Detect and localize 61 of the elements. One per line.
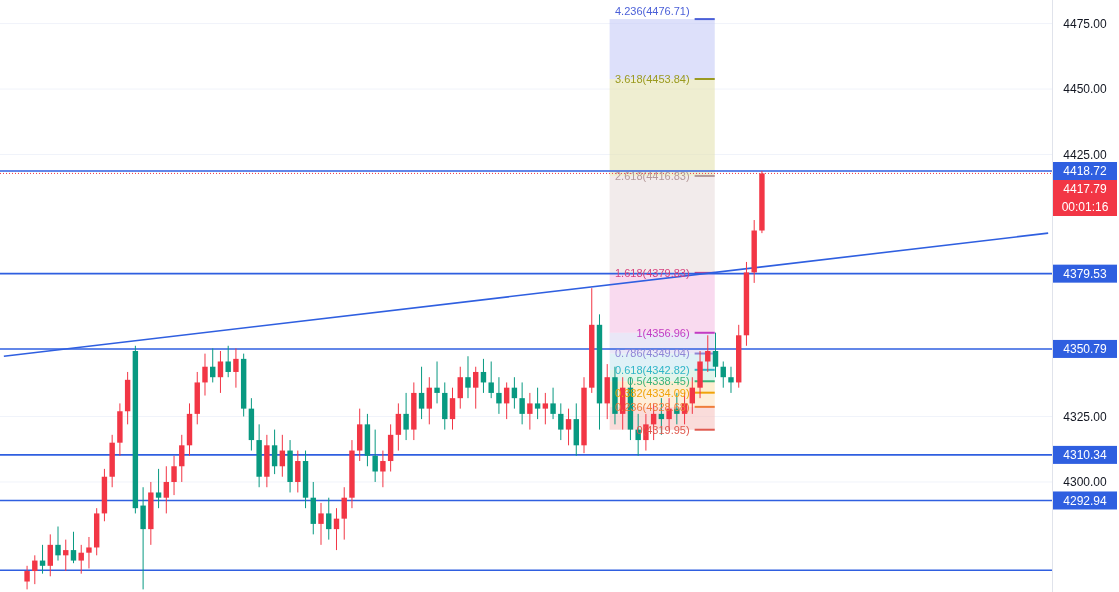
y-tick-label: 4325.00 (1063, 409, 1108, 424)
candlestick (465, 355, 471, 399)
candlestick (271, 429, 278, 475)
candlestick (496, 376, 502, 415)
candlestick (565, 408, 572, 446)
candlestick (179, 434, 185, 483)
ref-line-label: 4310.34 (1063, 448, 1108, 463)
candlestick (527, 392, 533, 431)
candlestick (372, 429, 378, 483)
candlestick (728, 366, 734, 394)
ref-line-label: 4350.79 (1063, 342, 1108, 357)
band-label: 0.786(4349.04) (615, 347, 690, 360)
candlestick (55, 526, 61, 562)
candlestick (295, 450, 301, 493)
annotation: 4.236(4476.71) (615, 5, 690, 18)
ref-line-label: 4379.53 (1063, 266, 1108, 281)
candlestick (86, 536, 92, 569)
candlestick (47, 533, 53, 577)
ref-line-label: 4417.79 (1063, 182, 1108, 197)
band-label: 1(4356.96) (636, 326, 690, 339)
candlestick (712, 332, 719, 378)
candlestick (434, 360, 440, 404)
candlestick (78, 544, 84, 575)
candlestick (217, 350, 224, 394)
candlestick (171, 455, 177, 496)
candlestick (426, 376, 433, 425)
candlestick (550, 387, 556, 420)
candlestick (488, 360, 494, 399)
candlestick (341, 486, 347, 541)
ref-line-label: 4418.72 (1063, 164, 1108, 179)
candlestick (403, 392, 409, 441)
ref-line-label: 4292.94 (1063, 493, 1108, 508)
text: 00:01:16 (1061, 200, 1109, 215)
candlestick (449, 387, 456, 431)
y-tick-label: 4300.00 (1063, 475, 1108, 490)
candlestick (163, 465, 170, 514)
candlestick (380, 450, 386, 488)
candlestick (534, 387, 541, 420)
candlestick (70, 531, 77, 564)
candlestick (326, 497, 332, 541)
candlestick (233, 347, 239, 389)
y-tick-label: 4450.00 (1063, 82, 1108, 97)
candlestick (155, 468, 162, 509)
candlestick (225, 345, 231, 378)
candlestick (457, 366, 463, 410)
candlestick (395, 402, 402, 452)
candlestick (318, 502, 324, 546)
candlestick (32, 554, 38, 585)
candlestick (202, 353, 208, 397)
y-tick-label: 4425.00 (1063, 147, 1108, 162)
band-label: 2.618(4416.83) (615, 169, 690, 182)
candlestick (473, 366, 479, 410)
candlestick (519, 381, 525, 425)
band-label: 3.618(4453.84) (615, 72, 690, 85)
band-label: 0.618(4342.82) (615, 363, 690, 376)
candlestick (558, 402, 564, 441)
candlestick (140, 486, 146, 590)
candlestick (24, 565, 30, 590)
candlestick (542, 392, 549, 425)
y-tick-label: 4475.00 (1063, 16, 1108, 31)
candlestick (418, 366, 425, 420)
